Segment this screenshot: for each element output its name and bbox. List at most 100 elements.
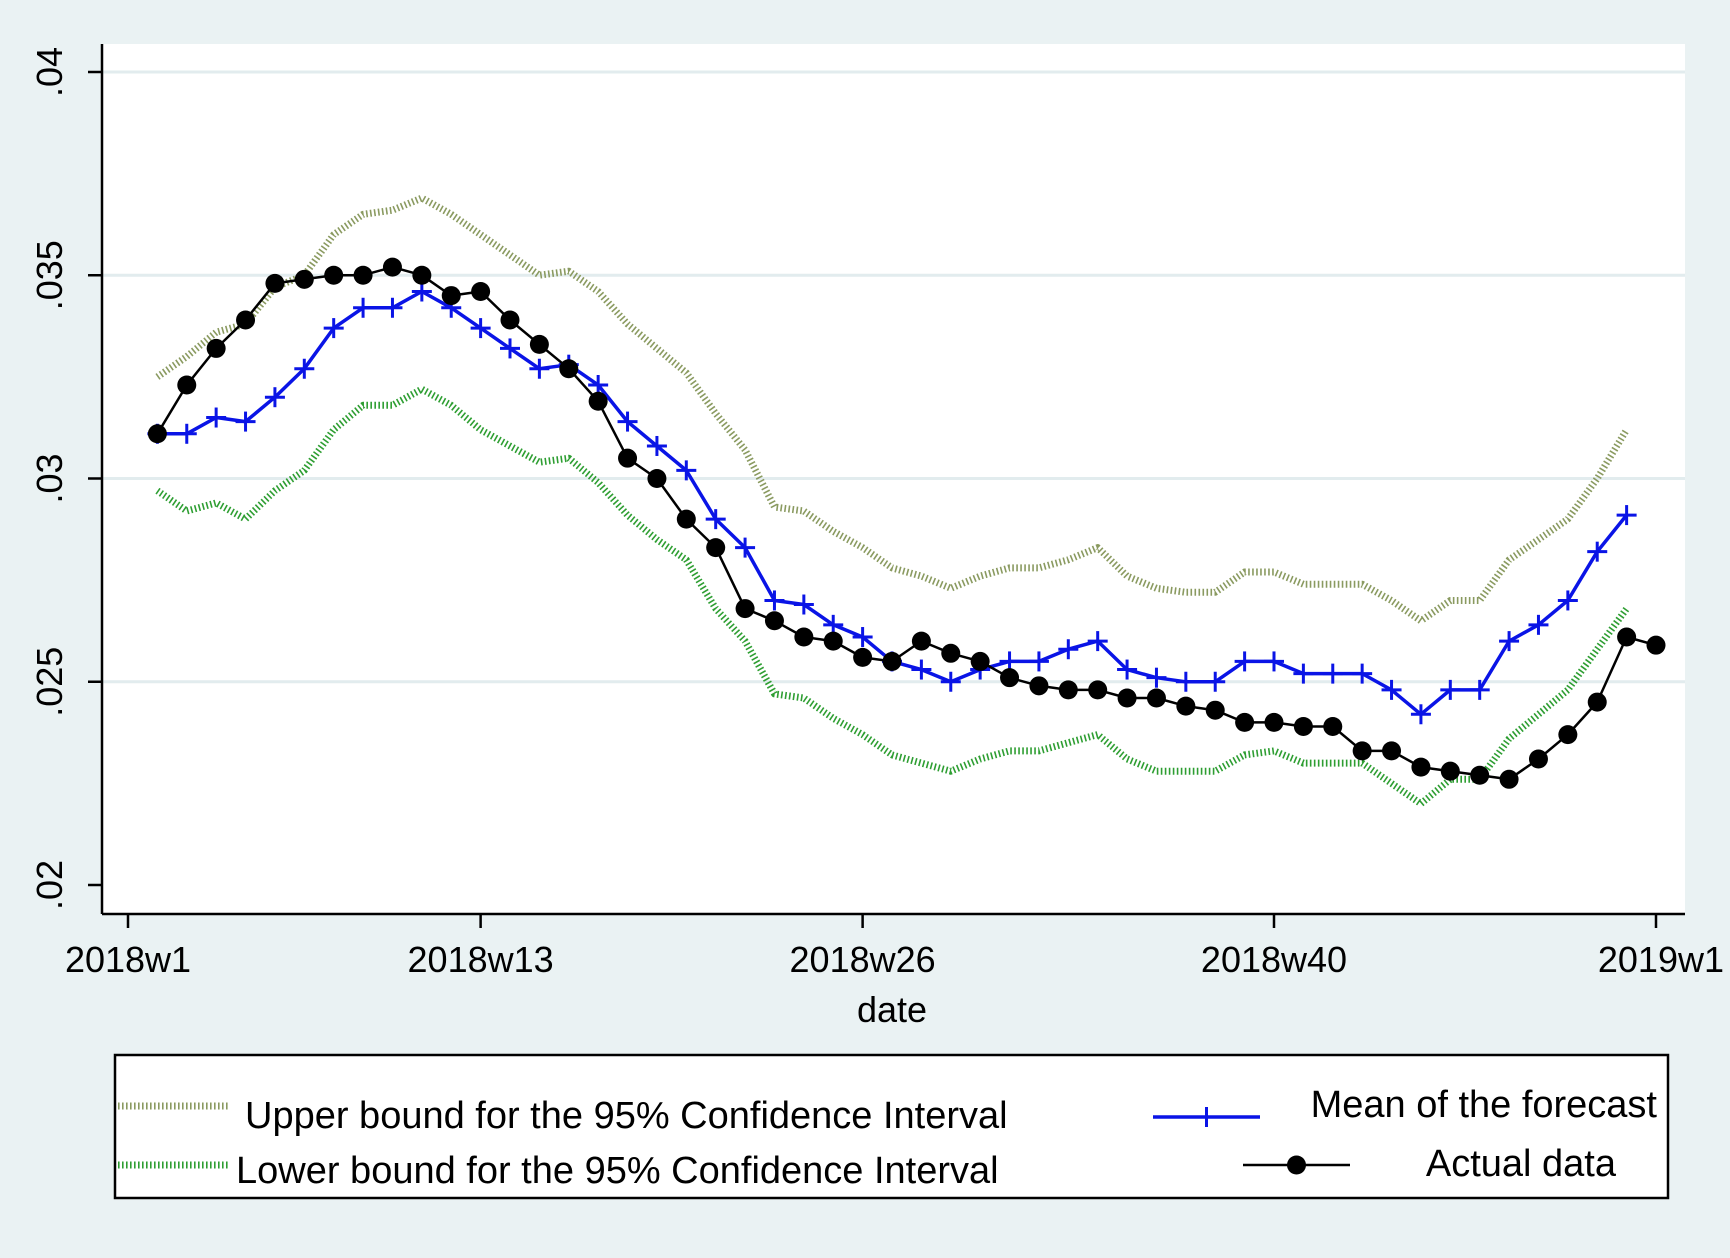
series-2-point-42 xyxy=(1381,679,1402,700)
series-3-point-10 xyxy=(441,286,461,306)
series-2-point-4 xyxy=(264,387,285,408)
series-2-point-33 xyxy=(1117,659,1138,680)
series-3-point-36 xyxy=(1205,700,1225,720)
series-2-point-23 xyxy=(823,614,844,635)
x-tick-label-2: 2018w26 xyxy=(790,939,936,980)
series-2-point-50 xyxy=(1616,505,1637,526)
y-tick-label-4: .04 xyxy=(29,47,70,97)
series-3-point-6 xyxy=(324,265,344,285)
series-3-point-1 xyxy=(177,375,197,395)
series-3-point-40 xyxy=(1323,716,1343,736)
y-tick-label-3: .035 xyxy=(29,240,70,310)
series-3-point-23 xyxy=(823,631,843,651)
series-3 xyxy=(147,257,1666,789)
legend-marker-2 xyxy=(1196,1107,1217,1127)
x-axis-title: date xyxy=(857,989,927,1030)
x-tick-label-3: 2018w40 xyxy=(1201,939,1347,980)
series-2-point-1 xyxy=(176,423,197,444)
series-3-point-29 xyxy=(1000,668,1020,688)
x-tick-label-0: 2018w1 xyxy=(65,939,191,980)
series-2-point-11 xyxy=(470,318,491,339)
series-3-point-30 xyxy=(1029,676,1049,696)
series-2-point-6 xyxy=(323,318,344,339)
legend-label-1: Lower bound for the 95% Confidence Inter… xyxy=(236,1150,999,1192)
series-2-point-34 xyxy=(1146,667,1167,688)
series-3-point-42 xyxy=(1382,741,1402,761)
legend-entry-0: Upper bound for the 95% Confidence Inter… xyxy=(118,1095,1008,1137)
series-2-point-39 xyxy=(1293,663,1314,684)
series-3-point-8 xyxy=(382,257,402,277)
series-3-point-34 xyxy=(1146,688,1166,708)
series-3-point-47 xyxy=(1528,749,1548,769)
series-3-point-49 xyxy=(1587,692,1607,712)
series-3-point-51 xyxy=(1646,635,1666,655)
series-3-point-13 xyxy=(529,334,549,354)
series-2-point-20 xyxy=(735,537,756,558)
series-3-point-26 xyxy=(911,631,931,651)
series-2-point-47 xyxy=(1528,614,1549,635)
series-3-point-43 xyxy=(1411,757,1431,777)
legend-entry-1: Lower bound for the 95% Confidence Inter… xyxy=(118,1150,999,1192)
series-2-point-8 xyxy=(382,297,403,318)
series-3-point-5 xyxy=(294,269,314,289)
y-tick-label-0: .02 xyxy=(29,860,70,910)
axes: .02 .025 .03 .035 .04 2018w1 2018w13 2018w26 201… xyxy=(29,44,1724,980)
series-3-point-9 xyxy=(412,265,432,285)
series-layer xyxy=(147,194,1666,808)
series-3-point-7 xyxy=(353,265,373,285)
series-3-point-37 xyxy=(1235,712,1255,732)
series-3-point-3 xyxy=(236,310,256,330)
series-2-point-29 xyxy=(999,651,1020,672)
legend-marker-3 xyxy=(1287,1155,1306,1175)
series-2-point-15 xyxy=(588,375,609,396)
grid-lines xyxy=(102,70,1685,684)
y-tick-label-2: .03 xyxy=(29,453,70,503)
series-3-point-20 xyxy=(735,599,755,619)
series-3-point-27 xyxy=(941,643,961,663)
series-2-point-31 xyxy=(1058,639,1079,660)
legend: Upper bound for the 95% Confidence Inter… xyxy=(113,1053,1670,1200)
series-2-point-2 xyxy=(206,407,227,428)
series-2-point-46 xyxy=(1499,631,1520,652)
x-tick-label-1: 2018w13 xyxy=(408,939,554,980)
series-2-point-27 xyxy=(940,671,961,692)
series-3-point-31 xyxy=(1058,680,1078,700)
series-2-point-18 xyxy=(676,460,697,481)
series-2-point-17 xyxy=(646,435,667,456)
series-3-point-38 xyxy=(1264,712,1284,732)
series-2-point-37 xyxy=(1234,651,1255,672)
series-3-point-41 xyxy=(1352,741,1372,761)
series-3-point-12 xyxy=(500,310,520,330)
series-3-point-44 xyxy=(1440,761,1460,781)
series-3-point-39 xyxy=(1293,716,1313,736)
series-3-point-48 xyxy=(1558,725,1578,745)
series-2-point-41 xyxy=(1352,663,1373,684)
series-2-point-32 xyxy=(1087,631,1108,652)
legend-entry-3: Actual data xyxy=(1243,1143,1617,1185)
series-2-point-26 xyxy=(911,659,932,680)
series-2-point-19 xyxy=(705,509,726,530)
series-2-point-48 xyxy=(1557,590,1578,611)
series-2-point-30 xyxy=(1028,651,1049,672)
series-3-point-22 xyxy=(794,627,814,647)
series-line-0 xyxy=(155,194,1630,625)
series-3-point-28 xyxy=(970,651,990,671)
x-tick-label-4: 2019w1 xyxy=(1598,939,1724,980)
series-3-point-4 xyxy=(265,273,285,293)
series-3-point-25 xyxy=(882,651,902,671)
legend-label-0: Upper bound for the 95% Confidence Inter… xyxy=(245,1095,1008,1137)
series-3-point-18 xyxy=(676,509,696,529)
series-2-point-35 xyxy=(1175,671,1196,692)
series-line-3 xyxy=(156,265,1657,781)
series-2-point-21 xyxy=(764,590,785,611)
series-2-point-9 xyxy=(411,281,432,302)
series-2-point-3 xyxy=(235,411,256,432)
series-2-point-45 xyxy=(1469,679,1490,700)
series-3-point-33 xyxy=(1117,688,1137,708)
series-2-point-13 xyxy=(529,358,550,379)
series-3-point-2 xyxy=(206,338,226,358)
series-2-point-5 xyxy=(294,358,315,379)
series-3-point-32 xyxy=(1088,680,1108,700)
series-3-point-14 xyxy=(559,359,579,379)
series-2-point-12 xyxy=(500,338,520,359)
